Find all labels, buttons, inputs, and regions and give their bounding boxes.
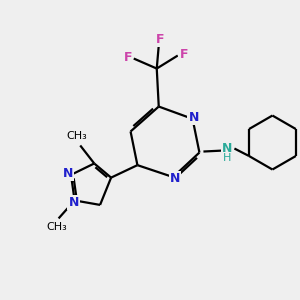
Text: CH₃: CH₃ bbox=[46, 222, 67, 233]
Text: N: N bbox=[222, 142, 233, 155]
Text: F: F bbox=[179, 48, 188, 61]
Text: F: F bbox=[124, 51, 132, 64]
Text: F: F bbox=[155, 33, 164, 46]
Text: CH₃: CH₃ bbox=[67, 131, 88, 142]
Text: N: N bbox=[170, 172, 180, 184]
Text: H: H bbox=[223, 152, 232, 163]
Text: N: N bbox=[188, 111, 199, 124]
Text: N: N bbox=[68, 196, 79, 209]
Text: N: N bbox=[63, 167, 73, 180]
